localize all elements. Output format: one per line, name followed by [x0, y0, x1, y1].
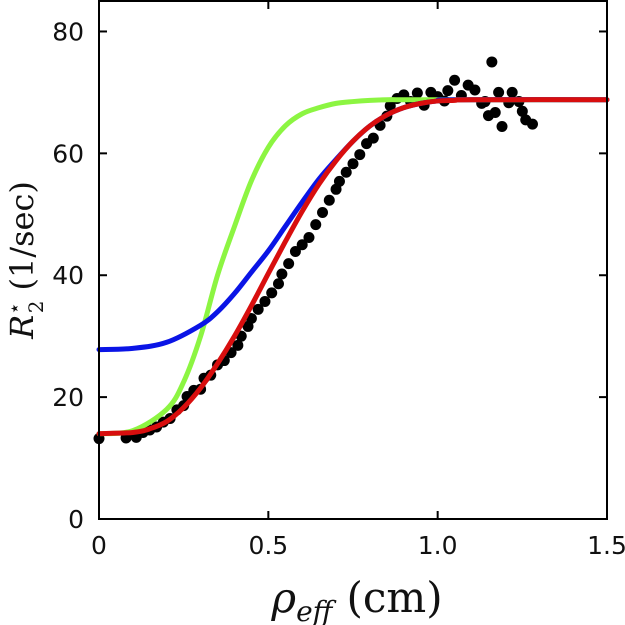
data-point [276, 268, 288, 280]
data-point [384, 100, 396, 112]
y-tick-label: 60 [52, 139, 84, 168]
data-point [340, 166, 352, 178]
series-layer [93, 56, 610, 445]
series-measured [93, 56, 538, 445]
data-point [486, 56, 498, 68]
data-point [296, 239, 308, 251]
series-green-fit [96, 97, 610, 437]
data-point [283, 258, 295, 270]
data-point [232, 339, 244, 351]
y-tick-label: 20 [52, 383, 84, 412]
data-point [289, 245, 301, 257]
x-axis-subscript: eff [296, 595, 337, 625]
data-point [266, 287, 278, 299]
data-point [310, 219, 322, 231]
x-tick-label: 0.5 [248, 531, 288, 560]
y-tick-label: 40 [52, 261, 84, 290]
data-point [496, 121, 508, 133]
y-axis-label: R⋆2 (1/sec) [2, 181, 48, 340]
data-point [272, 278, 284, 290]
data-point [252, 303, 264, 315]
tick-layer: 0 0.5 1.0 1.5 0 20 40 60 80 [52, 1, 625, 560]
y-axis-superscript: ⋆ [2, 302, 26, 315]
data-point [317, 206, 329, 218]
data-point [303, 231, 315, 243]
data-point [449, 74, 461, 86]
y-tick-label: 80 [52, 17, 84, 46]
x-tick-label: 1.5 [587, 531, 625, 560]
x-axis-symbol: ρ [270, 573, 296, 622]
data-point [367, 132, 379, 144]
x-tick-label: 0 [91, 531, 107, 560]
x-tick-label: 1.0 [418, 531, 458, 560]
y-axis-symbol: R [3, 315, 41, 340]
series-red-fit [96, 97, 610, 437]
data-point [506, 86, 518, 98]
y-axis-subscript: 2 [24, 301, 48, 314]
data-point [442, 85, 454, 97]
data-point [323, 194, 335, 206]
data-point [354, 149, 366, 161]
x-axis-unit: (cm) [347, 573, 443, 622]
y-tick-label: 0 [68, 505, 84, 534]
y-axis-unit: (1/sec) [3, 181, 41, 290]
data-point [489, 107, 501, 119]
data-point [516, 105, 528, 117]
data-point [411, 87, 423, 99]
data-point [333, 175, 345, 187]
series-blue-fit [96, 97, 610, 353]
plot-frame [98, 0, 608, 520]
data-point [526, 118, 538, 130]
data-point [347, 158, 359, 170]
x-axis-label: ρeff (cm) [270, 573, 442, 625]
data-point [493, 86, 505, 98]
data-point [259, 295, 271, 307]
data-point [469, 84, 481, 96]
